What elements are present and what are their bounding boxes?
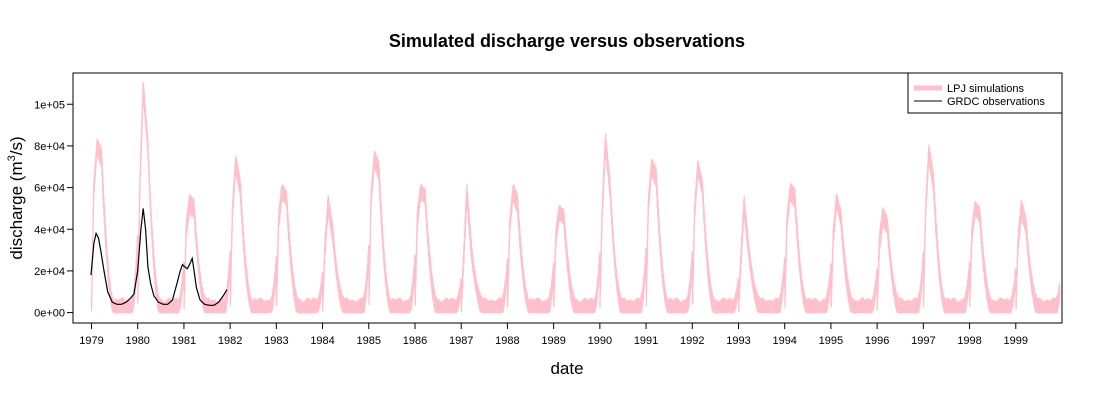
y-tick-label: 0e+00 [34,308,65,320]
y-tick-label: 2e+04 [34,266,65,278]
x-tick-label: 1986 [403,335,427,347]
x-axis: 1979 1980 1981 1982 1983 1984 1985 1986 1987 1988… [79,323,1028,347]
legend-label-lpj: LPJ simulations [947,83,1025,95]
x-tick-label: 1987 [449,335,473,347]
x-tick-label: 1992 [680,335,704,347]
x-tick-label: 1988 [495,335,519,347]
y-axis-title: discharge (m3/s) [6,136,26,259]
x-tick-label: 1991 [634,335,658,347]
chart-title: Simulated discharge versus observations [389,31,745,51]
x-tick-label: 1994 [772,335,796,347]
y-axis-title-main: discharge (m [7,161,26,259]
x-tick-label: 1990 [588,335,612,347]
plot-area [90,82,1061,315]
y-tick-label: 6e+04 [34,183,65,195]
y-tick-label: 1e+05 [34,99,65,111]
legend-label-grdc: GRDC observations [947,96,1045,108]
x-tick-label: 1985 [357,335,381,347]
x-tick-label: 1993 [726,335,750,347]
series-lpj-simulations [90,82,1061,315]
y-axis-title-superscript: 3 [6,155,18,161]
x-tick-label: 1999 [1004,335,1028,347]
x-tick-label: 1982 [218,335,242,347]
y-axis: 0e+00 2e+04 4e+04 6e+04 8e+04 1e+05 [34,99,74,320]
x-tick-label: 1998 [957,335,981,347]
x-tick-label: 1980 [125,335,149,347]
x-tick-label: 1984 [310,335,334,347]
x-tick-label: 1989 [541,335,565,347]
x-tick-label: 1996 [865,335,889,347]
y-tick-label: 8e+04 [34,141,65,153]
legend-box [907,72,1063,114]
x-tick-label: 1979 [79,335,103,347]
legend: LPJ simulations GRDC observations [907,72,1063,114]
x-tick-label: 1983 [264,335,288,347]
y-tick-label: 4e+04 [34,224,65,236]
x-axis-title: date [550,359,583,378]
y-axis-title-end: /s) [7,136,26,155]
series-grdc-observations [90,208,228,306]
x-tick-label: 1981 [172,335,196,347]
x-tick-label: 1995 [819,335,843,347]
x-tick-label: 1997 [911,335,935,347]
